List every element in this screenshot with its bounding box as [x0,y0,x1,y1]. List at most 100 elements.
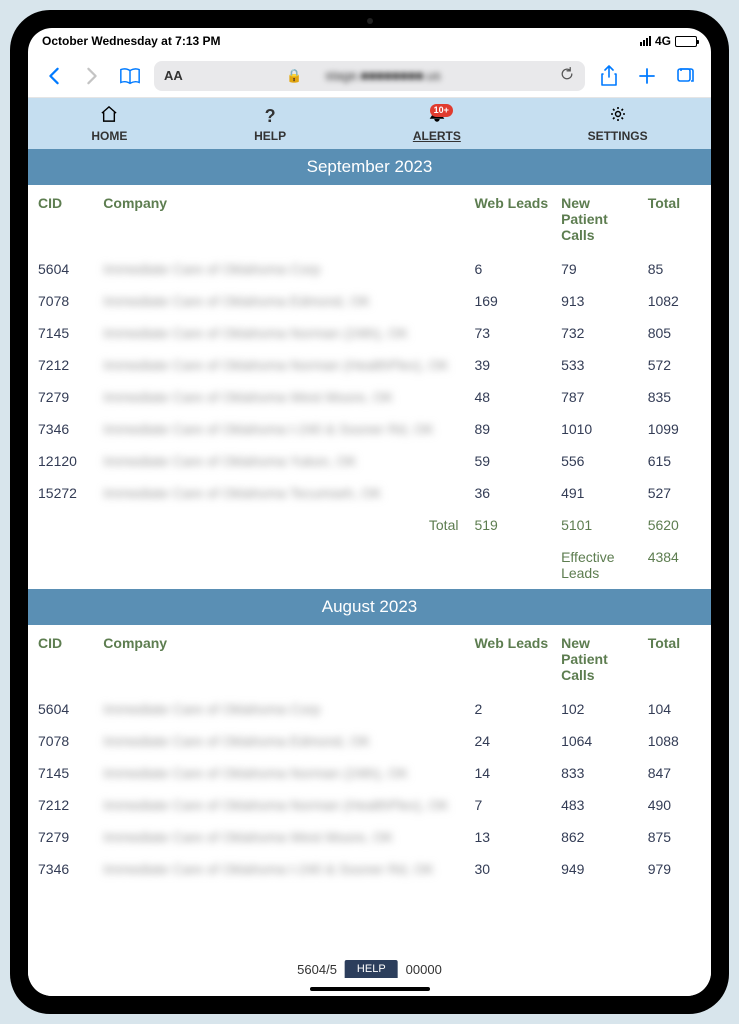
cell-web: 73 [468,317,555,349]
cell-company: Immediate Care of Oklahoma West Moore, O… [97,381,468,413]
cell-cid: 7078 [28,285,97,317]
cell-company: Immediate Care of Oklahoma Norman (Healt… [97,349,468,381]
cell-web: 36 [468,477,555,509]
cell-web: 24 [468,725,555,757]
total-label: Total [97,509,468,541]
col-header-web_leads: Web Leads [468,185,555,253]
nav-settings[interactable]: SETTINGS [588,106,648,143]
cell-calls: 1064 [555,725,642,757]
cell-cid: 5604 [28,253,97,285]
cell-cid: 7346 [28,413,97,445]
table-row[interactable]: 7346Immediate Care of Oklahoma I-240 & S… [28,413,711,445]
cell-total: 490 [642,789,711,821]
table-row[interactable]: 7279Immediate Care of Oklahoma West Moor… [28,821,711,853]
col-header-cid: CID [28,625,97,693]
footer-help-button[interactable]: HELP [345,960,398,978]
url-bar[interactable]: AA 🔒 stage.■■■■■■■■.us [154,61,585,91]
col-header-company: Company [97,185,468,253]
cell-web: 30 [468,853,555,885]
nav-home[interactable]: HOME [91,106,127,143]
url-text: stage.■■■■■■■■.us [310,68,455,83]
table-row[interactable]: 7212Immediate Care of Oklahoma Norman (H… [28,789,711,821]
forward-button[interactable] [78,62,106,90]
table-row[interactable]: 7078Immediate Care of Oklahoma Edmond, O… [28,285,711,317]
nav-alerts[interactable]: 10+ ALERTS [413,106,461,143]
cell-total: 835 [642,381,711,413]
home-indicator[interactable] [310,987,430,991]
help-icon: ? [265,106,276,127]
cell-total: 1088 [642,725,711,757]
table-row[interactable]: 7346Immediate Care of Oklahoma I-240 & S… [28,853,711,885]
table-row[interactable]: 7145Immediate Care of Oklahoma Norman (2… [28,317,711,349]
cell-cid: 15272 [28,477,97,509]
cell-calls: 102 [555,693,642,725]
network-label: 4G [655,34,671,48]
nav-help[interactable]: ? HELP [254,106,286,143]
cell-web: 48 [468,381,555,413]
cell-company: Immediate Care of Oklahoma West Moore, O… [97,821,468,853]
cell-calls: 949 [555,853,642,885]
cell-total: 1082 [642,285,711,317]
col-header-total: Total [642,625,711,693]
tabs-button[interactable] [671,62,699,90]
status-right: 4G [640,34,697,48]
cell-company: Immediate Care of Oklahoma I-240 & Soone… [97,413,468,445]
footer-left: 5604/5 [297,962,337,977]
cell-company: Immediate Care of Oklahoma Yukon, OK [97,445,468,477]
cell-web: 2 [468,693,555,725]
table-row[interactable]: 5604Immediate Care of Oklahoma Corp21021… [28,693,711,725]
cell-calls: 732 [555,317,642,349]
text-size-button[interactable]: AA [164,68,183,83]
cell-calls: 79 [555,253,642,285]
cell-company: Immediate Care of Oklahoma Tecumseh, OK [97,477,468,509]
cell-total: 572 [642,349,711,381]
content-area[interactable]: September 2023CIDCompanyWeb LeadsNew Pat… [28,149,711,996]
tablet-screen: October Wednesday at 7:13 PM 4G AA [28,28,711,996]
col-header-web_leads: Web Leads [468,625,555,693]
home-icon [100,106,118,127]
cell-cid: 7145 [28,317,97,349]
month-header: September 2023 [28,149,711,185]
totals-row: Total51951015620 [28,509,711,541]
table-row[interactable]: 12120Immediate Care of Oklahoma Yukon, O… [28,445,711,477]
book-icon[interactable] [116,62,144,90]
cell-company: Immediate Care of Oklahoma I-240 & Soone… [97,853,468,885]
reload-button[interactable] [559,66,575,85]
back-button[interactable] [40,62,68,90]
cell-total: 527 [642,477,711,509]
cell-cid: 7279 [28,381,97,413]
cell-cid: 7279 [28,821,97,853]
alerts-badge: 10+ [430,104,453,117]
table-row[interactable]: 5604Immediate Care of Oklahoma Corp67985 [28,253,711,285]
cell-company: Immediate Care of Oklahoma Norman (Healt… [97,789,468,821]
cell-total: 805 [642,317,711,349]
cell-cid: 7346 [28,853,97,885]
cell-calls: 556 [555,445,642,477]
cell-cid: 12120 [28,445,97,477]
cell-web: 89 [468,413,555,445]
cell-web: 39 [468,349,555,381]
cell-cid: 7212 [28,349,97,381]
cell-company: Immediate Care of Oklahoma Edmond, OK [97,285,468,317]
table-row[interactable]: 7145Immediate Care of Oklahoma Norman (2… [28,757,711,789]
table-row[interactable]: 7078Immediate Care of Oklahoma Edmond, O… [28,725,711,757]
cell-web: 14 [468,757,555,789]
cell-calls: 862 [555,821,642,853]
cell-total: 1099 [642,413,711,445]
nav-home-label: HOME [91,129,127,143]
new-tab-button[interactable] [633,62,661,90]
total-calls: 5101 [555,509,642,541]
col-header-total: Total [642,185,711,253]
tablet-frame: October Wednesday at 7:13 PM 4G AA [10,10,729,1014]
total-web: 519 [468,509,555,541]
table-row[interactable]: 15272Immediate Care of Oklahoma Tecumseh… [28,477,711,509]
cell-web: 59 [468,445,555,477]
share-button[interactable] [595,62,623,90]
battery-icon [675,36,697,47]
table-row[interactable]: 7212Immediate Care of Oklahoma Norman (H… [28,349,711,381]
cell-calls: 787 [555,381,642,413]
table-row[interactable]: 7279Immediate Care of Oklahoma West Moor… [28,381,711,413]
effective-row: Effective Leads4384 [28,541,711,589]
col-header-company: Company [97,625,468,693]
cell-calls: 1010 [555,413,642,445]
